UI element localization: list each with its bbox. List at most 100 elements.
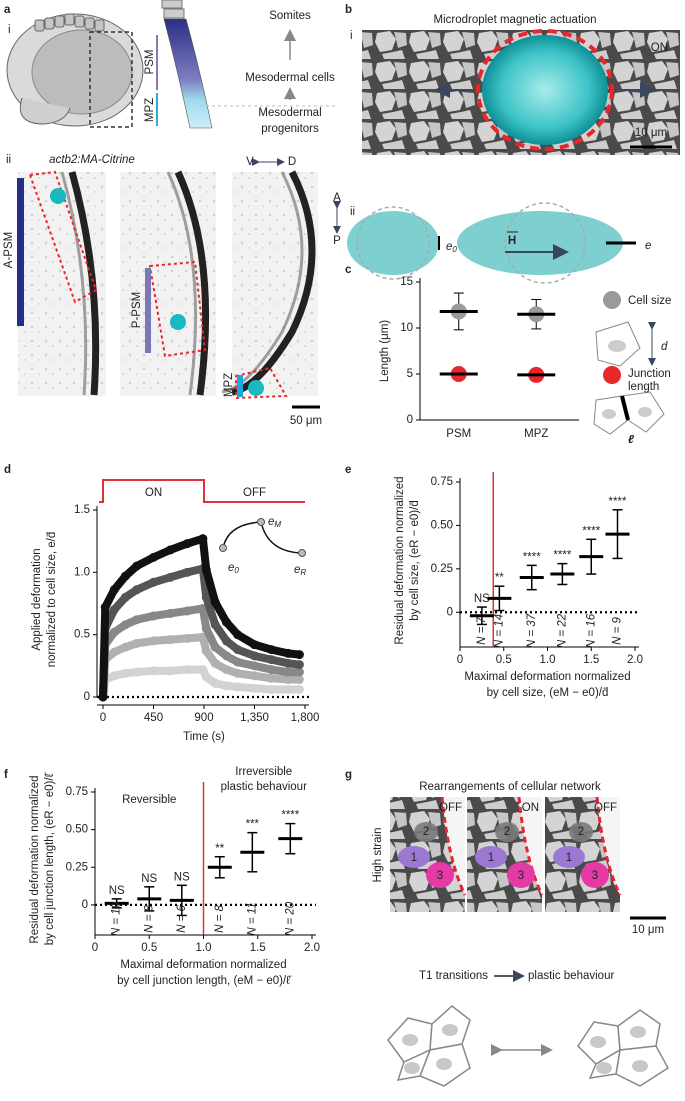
somite bbox=[74, 15, 85, 28]
panel-label: b bbox=[345, 4, 352, 16]
y-tick-label: 0.25 bbox=[66, 861, 88, 873]
nucleus bbox=[596, 1062, 612, 1074]
point bbox=[283, 685, 293, 695]
point bbox=[266, 645, 276, 655]
y-tick-label: 0.50 bbox=[431, 519, 453, 531]
x-axis-label: Maximal deformation normalized bbox=[464, 671, 630, 683]
tail bbox=[19, 97, 71, 125]
point bbox=[221, 617, 231, 627]
point bbox=[198, 534, 208, 544]
legend-marker bbox=[603, 366, 621, 384]
stimulus-trace bbox=[99, 479, 305, 503]
point bbox=[182, 567, 192, 577]
label: PSM bbox=[144, 50, 156, 75]
point bbox=[294, 660, 304, 670]
panel-title: Microdroplet magnetic actuation bbox=[434, 14, 597, 26]
cell-number: 1 bbox=[566, 852, 572, 864]
label: P-PSM bbox=[131, 292, 143, 328]
cell-number: 2 bbox=[423, 826, 429, 838]
nucleus bbox=[404, 1062, 420, 1074]
point bbox=[210, 642, 220, 652]
math-label: e0 bbox=[228, 562, 239, 575]
significance-label: **** bbox=[553, 550, 571, 562]
significance-label: NS bbox=[174, 871, 190, 883]
somite bbox=[84, 17, 95, 30]
region-bar bbox=[17, 178, 24, 326]
reference-circle bbox=[504, 202, 586, 284]
n-label: N = 37 bbox=[526, 613, 538, 648]
tissue-edge bbox=[60, 171, 88, 396]
point bbox=[221, 636, 231, 646]
y-tick-label: 0.75 bbox=[66, 786, 88, 798]
point bbox=[221, 681, 231, 691]
n-label: N = 22 bbox=[556, 613, 568, 648]
somite bbox=[94, 19, 105, 32]
x-tick-label: 1.0 bbox=[540, 654, 556, 666]
x-tick-label: 1.5 bbox=[583, 654, 599, 666]
x-tick-label: MPZ bbox=[524, 428, 548, 440]
cell-number: 3 bbox=[592, 870, 598, 882]
droplet bbox=[482, 35, 608, 145]
tissue-edge bbox=[166, 171, 198, 396]
region-bar bbox=[145, 268, 151, 353]
micrograph bbox=[120, 172, 216, 396]
phase-label: OFF bbox=[243, 487, 266, 499]
region-label: plastic behaviour bbox=[221, 781, 307, 793]
region-label: Reversible bbox=[122, 794, 176, 806]
x-tick-label: 1,800 bbox=[291, 712, 320, 724]
inset-point bbox=[219, 544, 227, 552]
sub-label: i bbox=[8, 24, 11, 36]
x-axis-label: by cell size, (eM − e0)/d̄ bbox=[487, 687, 609, 699]
sub-label: ii bbox=[350, 206, 355, 218]
label: actb2:MA-Citrine bbox=[49, 154, 135, 166]
x-tick-label: 1,350 bbox=[240, 712, 269, 724]
point bbox=[109, 627, 119, 637]
tissue-edge bbox=[68, 171, 100, 396]
state-label: OFF bbox=[439, 802, 462, 814]
nucleus bbox=[632, 1060, 648, 1072]
background bbox=[597, 797, 620, 895]
x-axis-label: Time (s) bbox=[183, 731, 225, 743]
y-tick-label: 0.50 bbox=[66, 824, 88, 836]
point bbox=[250, 683, 259, 693]
math-label: e0 bbox=[446, 241, 457, 254]
label: e bbox=[645, 240, 651, 252]
point bbox=[182, 633, 192, 643]
x-tick-label: 2.0 bbox=[627, 654, 643, 666]
nucleus-icon bbox=[638, 407, 652, 417]
significance-label: **** bbox=[281, 810, 299, 822]
point bbox=[283, 648, 293, 658]
significance-label: *** bbox=[246, 819, 260, 831]
x-tick-label: 0 bbox=[92, 942, 98, 954]
region-bar bbox=[237, 375, 243, 397]
label: 10 μm bbox=[635, 127, 667, 139]
point bbox=[109, 585, 119, 595]
y-tick-label: 0.75 bbox=[431, 476, 453, 488]
background bbox=[519, 797, 542, 895]
point bbox=[250, 671, 259, 681]
x-tick-label: 0 bbox=[457, 654, 463, 666]
psm-band bbox=[163, 18, 213, 129]
label: MPZ bbox=[144, 98, 156, 122]
point bbox=[201, 672, 211, 682]
n-label: N = 8 bbox=[143, 904, 155, 932]
state-label: OFF bbox=[594, 802, 617, 814]
label: MPZ bbox=[223, 373, 235, 397]
y-tick-label: 1.0 bbox=[74, 566, 90, 578]
point bbox=[182, 606, 192, 616]
x-tick-label: 450 bbox=[144, 712, 163, 724]
somite bbox=[64, 13, 75, 26]
significance-label: **** bbox=[609, 496, 627, 508]
label: V bbox=[246, 156, 254, 168]
point bbox=[100, 602, 110, 612]
y-tick-label: 5 bbox=[407, 368, 413, 380]
n-label: N = 11 bbox=[246, 902, 258, 935]
point bbox=[132, 638, 142, 648]
point bbox=[266, 655, 276, 665]
point bbox=[198, 665, 208, 675]
point bbox=[120, 571, 130, 581]
point bbox=[120, 592, 130, 602]
panel-title: Rearrangements of cellular network bbox=[419, 781, 601, 793]
math-sub: R bbox=[300, 568, 306, 577]
math-label: eR bbox=[294, 564, 306, 577]
